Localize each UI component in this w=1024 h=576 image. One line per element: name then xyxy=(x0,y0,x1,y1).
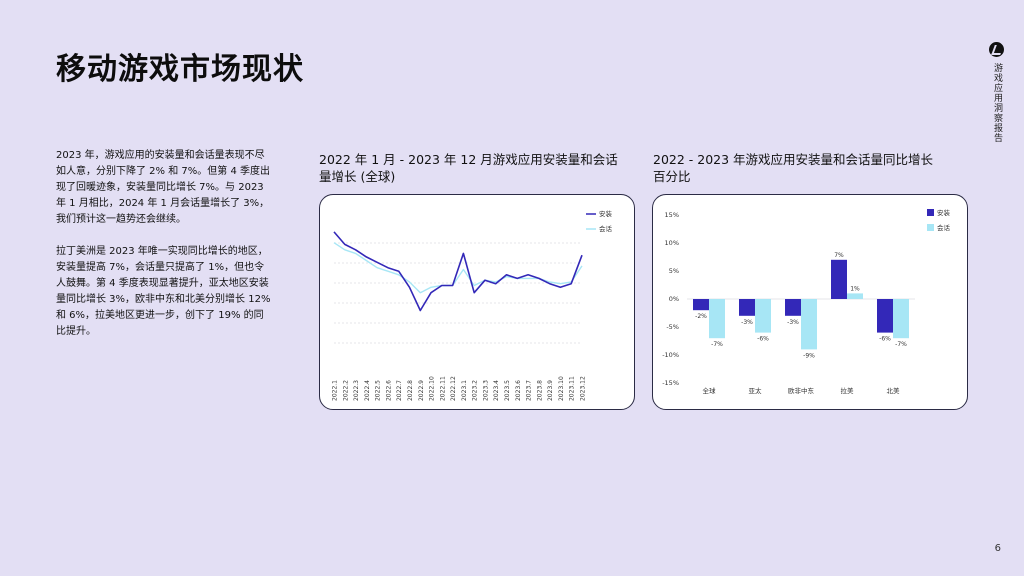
x-tick-label: 2022.4 xyxy=(364,380,371,401)
x-tick-label: 2022.8 xyxy=(407,380,414,401)
series-line-0 xyxy=(333,231,583,312)
x-tick-label: 2022.9 xyxy=(418,380,425,401)
y-tick-label: 15% xyxy=(665,211,679,219)
bar-chart-title: 2022 - 2023 年游戏应用安装量和会话量同比增长百分比 xyxy=(653,152,934,184)
x-tick-label: 2022.6 xyxy=(385,380,392,401)
bar-4-0 xyxy=(877,299,893,333)
y-tick-label: 5% xyxy=(669,267,679,275)
data-label: -3% xyxy=(741,319,753,326)
x-tick-label: 拉美 xyxy=(841,386,855,395)
bar-1-1 xyxy=(755,299,771,333)
x-tick-label: 2023.6 xyxy=(515,380,522,401)
x-tick-label: 2023.3 xyxy=(482,380,489,401)
page-title: 移动游戏市场现状 xyxy=(56,52,304,87)
x-tick-label: 北美 xyxy=(887,386,901,395)
y-tick-label: 0% xyxy=(669,295,679,303)
x-tick-label: 欧非中东 xyxy=(788,386,815,395)
data-label: -7% xyxy=(711,341,723,348)
legend-swatch-1 xyxy=(927,224,934,231)
line-chart-card: 2022.1 2022.2 2022.3 2022.4 2022.5 2022.6 2022… xyxy=(319,194,635,410)
x-tick-label: 2023.9 xyxy=(547,380,554,401)
bar-4-1 xyxy=(893,299,909,339)
x-tick-label: 2022.5 xyxy=(375,380,382,401)
bar-3-1 xyxy=(847,293,863,299)
legend-label-1: 会话 xyxy=(599,224,613,233)
brand-logo-icon xyxy=(988,42,1004,57)
x-tick-label: 2023.12 xyxy=(580,376,587,401)
x-tick-label: 2022.3 xyxy=(353,380,360,401)
legend-label-1: 会话 xyxy=(937,223,951,232)
line-chart: 2022.1 2022.2 2022.3 2022.4 2022.5 2022.6 2022… xyxy=(332,209,613,401)
bar-chart: 15% 10% 5% 0% -5% -10% -15% -2% -7% 全球 -3% -6% 亚太 -3%… xyxy=(662,208,951,395)
y-tick-label: -15% xyxy=(662,379,679,387)
legend-swatch-0 xyxy=(927,209,934,216)
x-tick-label: 2023.1 xyxy=(461,380,468,401)
x-tick-label: 2022.7 xyxy=(396,380,403,401)
bar-chart-card: 15% 10% 5% 0% -5% -10% -15% -2% -7% 全球 -3% -6% 亚太 -3%… xyxy=(652,194,968,410)
x-tick-label: 2023.10 xyxy=(558,376,565,401)
bar-3-0 xyxy=(831,259,847,299)
bar-0-0 xyxy=(693,299,709,311)
x-tick-label: 2022.1 xyxy=(332,380,339,401)
bar-2-1 xyxy=(801,299,817,350)
data-label: -3% xyxy=(787,319,799,326)
x-tick-label: 2023.11 xyxy=(569,376,576,401)
data-label: -9% xyxy=(803,352,815,359)
bar-1-0 xyxy=(739,299,755,316)
y-tick-label: -10% xyxy=(662,351,679,359)
legend-label-0: 安装 xyxy=(937,208,951,217)
side-label-text: 游戏应用洞察报告 xyxy=(992,63,1002,143)
line-chart-title: 2022 年 1 月 - 2023 年 12 月游戏应用安装量和会话量增长 (全… xyxy=(319,152,618,184)
page-number: 6 xyxy=(994,543,1001,554)
x-tick-label: 2022.11 xyxy=(439,376,446,401)
data-label: -6% xyxy=(757,336,769,343)
x-tick-label: 2022.2 xyxy=(342,380,349,401)
x-tick-label: 2022.10 xyxy=(429,376,436,401)
data-label: 1% xyxy=(850,285,860,292)
x-tick-label: 2022.12 xyxy=(450,376,457,401)
bar-2-0 xyxy=(785,299,801,316)
side-label: 游戏应用洞察报告 xyxy=(984,42,1008,143)
data-label: -6% xyxy=(879,336,891,343)
legend-label-0: 安装 xyxy=(599,209,613,218)
data-label: 7% xyxy=(834,252,844,259)
bar-0-1 xyxy=(709,299,725,339)
data-label: -2% xyxy=(695,313,707,320)
x-tick-label: 2023.5 xyxy=(504,380,511,401)
y-tick-label: 10% xyxy=(665,239,679,247)
data-label: -7% xyxy=(895,341,907,348)
intro-paragraph: 2023 年，游戏应用的安装量和会话量表现不尽如人意，分别下降了 2% 和 7%… xyxy=(56,150,270,225)
x-tick-label: 全球 xyxy=(703,386,717,395)
region-paragraph: 拉丁美洲是 2023 年唯一实现同比增长的地区，安装量提高 7%，会话量只提高了… xyxy=(56,246,271,337)
x-tick-label: 2023.2 xyxy=(472,380,479,401)
y-tick-label: -5% xyxy=(666,323,679,331)
x-tick-label: 2023.8 xyxy=(536,380,543,401)
x-tick-label: 2023.4 xyxy=(493,380,500,401)
x-tick-label: 亚太 xyxy=(749,386,763,395)
x-tick-label: 2023.7 xyxy=(526,380,533,401)
